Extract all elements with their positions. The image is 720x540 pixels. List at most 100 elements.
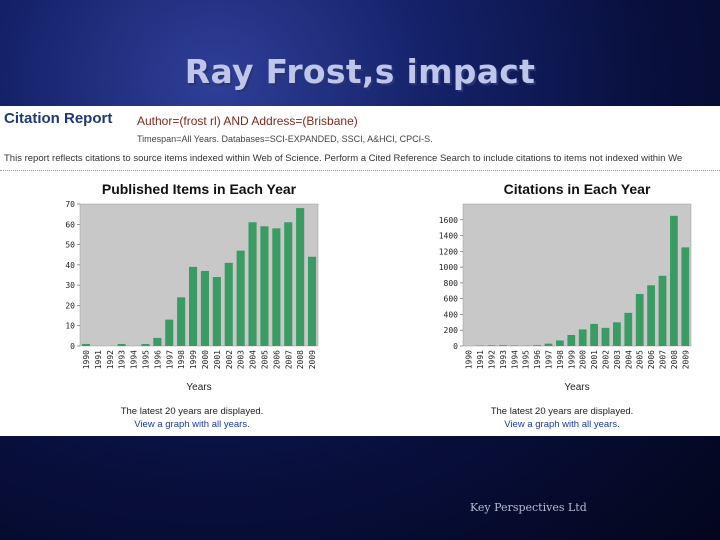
bar-2003 [236,250,245,346]
x-tick-label: 1998 [177,350,186,369]
x-tick-label: 2006 [647,350,656,369]
bar-2000 [578,329,587,346]
bar-2008 [670,215,678,346]
bar-2004 [248,222,257,346]
x-tick-label: 2004 [249,350,258,369]
divider [0,170,720,171]
x-axis-label: Years [186,382,211,393]
bar-2001 [590,323,598,346]
x-tick-label: 2002 [602,350,611,369]
x-tick-label: 2004 [624,350,633,369]
bar-1993 [117,343,126,346]
x-tick-label: 1990 [465,350,474,369]
x-tick-label: 1998 [556,350,565,369]
report-note: This report reflects citations to source… [4,153,683,164]
citations-caption: The latest 20 years are displayed. [490,406,634,417]
x-tick-label: 1999 [189,350,198,369]
x-tick-label: 2007 [659,350,668,369]
citations-chart: Citations in Each Year 0 200 400 600 800 1000 1… [439,181,692,393]
y-tick-label: 0 [70,342,75,351]
search-query: Author=(frost rl) AND Address=(Brisbane) [137,114,358,128]
x-tick-label: 1992 [488,350,497,369]
y-tick-label: 800 [444,279,459,288]
bar-1999 [567,334,576,346]
x-tick-label: 1995 [141,350,150,369]
bar-2005 [635,293,644,346]
x-tick-label: 1997 [545,350,554,369]
x-tick-label: 2001 [213,350,222,369]
chart-title: Citations in Each Year [504,181,651,197]
x-axis-label: Years [564,382,589,393]
x-tick-label: 1996 [153,350,162,369]
x-tick-label: 1997 [165,350,174,369]
x-tick-label: 2003 [613,350,622,369]
citations-all-years-link[interactable]: View a graph with all years. [504,419,620,430]
bar-2008 [296,208,305,346]
bar-2007 [284,222,293,346]
x-tick-label: 2009 [308,350,317,369]
y-tick-label: 1000 [439,263,458,272]
bar-2005 [260,226,269,346]
x-tick-label: 2000 [579,350,588,369]
y-tick-label: 40 [65,261,75,270]
y-tick-label: 200 [444,326,459,335]
x-tick-label: 1996 [533,350,542,369]
y-tick-label: 10 [65,322,75,331]
y-tick-label: 1600 [439,216,458,225]
footer-credit: Key Perspectives Ltd [470,501,587,514]
x-tick-label: 2000 [201,350,210,369]
x-tick-label: 2008 [296,350,305,369]
bar-1992 [487,345,496,346]
y-tick-label: 1400 [439,232,458,241]
x-tick-label: 1992 [106,350,115,369]
bar-1997 [165,319,174,346]
x-tick-label: 2006 [272,350,281,369]
x-tick-label: 2002 [225,350,234,369]
bar-2003 [613,322,621,346]
chart-title: Published Items in Each Year [102,181,297,197]
x-tick-label: 1991 [476,350,485,369]
x-tick-label: 1991 [94,350,103,369]
bar-1993 [499,345,507,346]
bar-1998 [177,297,186,346]
y-tick-label: 0 [453,342,458,351]
y-tick-label: 70 [65,200,75,209]
bar-1998 [556,340,564,346]
y-tick-label: 60 [65,220,75,229]
x-tick-label: 2005 [636,350,645,369]
plot-area [79,203,319,347]
published-caption: The latest 20 years are displayed. [120,406,264,417]
published-all-years-link[interactable]: View a graph with all years. [134,419,250,430]
x-tick-label: 1990 [82,350,91,369]
bar-2006 [272,228,281,346]
x-tick-label: 1999 [567,350,576,369]
x-tick-label: 2003 [237,350,246,369]
bar-2007 [658,275,667,346]
x-tick-label: 2008 [670,350,679,369]
bar-1997 [544,343,553,346]
slide-title: Ray Frost,s impact [184,52,536,91]
x-tick-label: 1993 [118,350,127,369]
y-tick-label: 20 [65,301,75,310]
bar-2009 [681,247,690,346]
y-tick-label: 1200 [439,247,458,256]
x-tick-label: 2007 [284,350,293,369]
report-heading: Citation Report [4,110,113,127]
bar-1990 [81,343,90,346]
bar-2002 [224,262,233,346]
y-tick-label: 50 [65,241,75,250]
x-tick-label: 1994 [510,350,519,369]
x-tick-label: 1993 [499,350,508,369]
bar-2006 [647,285,655,346]
bar-1996 [533,345,541,346]
y-tick-label: 600 [444,295,459,304]
x-tick-label: 2005 [260,350,269,369]
bar-2002 [601,327,610,346]
plot-area [462,203,692,347]
published-items-chart: Published Items in Each Year 0 10 20 30 40 50 6… [65,181,319,393]
bar-1996 [153,337,162,346]
bar-2001 [212,277,221,346]
x-tick-label: 1995 [522,350,531,369]
citation-report-panel: Citation Report Author=(frost rl) AND Ad… [0,106,720,436]
bar-2009 [308,256,317,346]
